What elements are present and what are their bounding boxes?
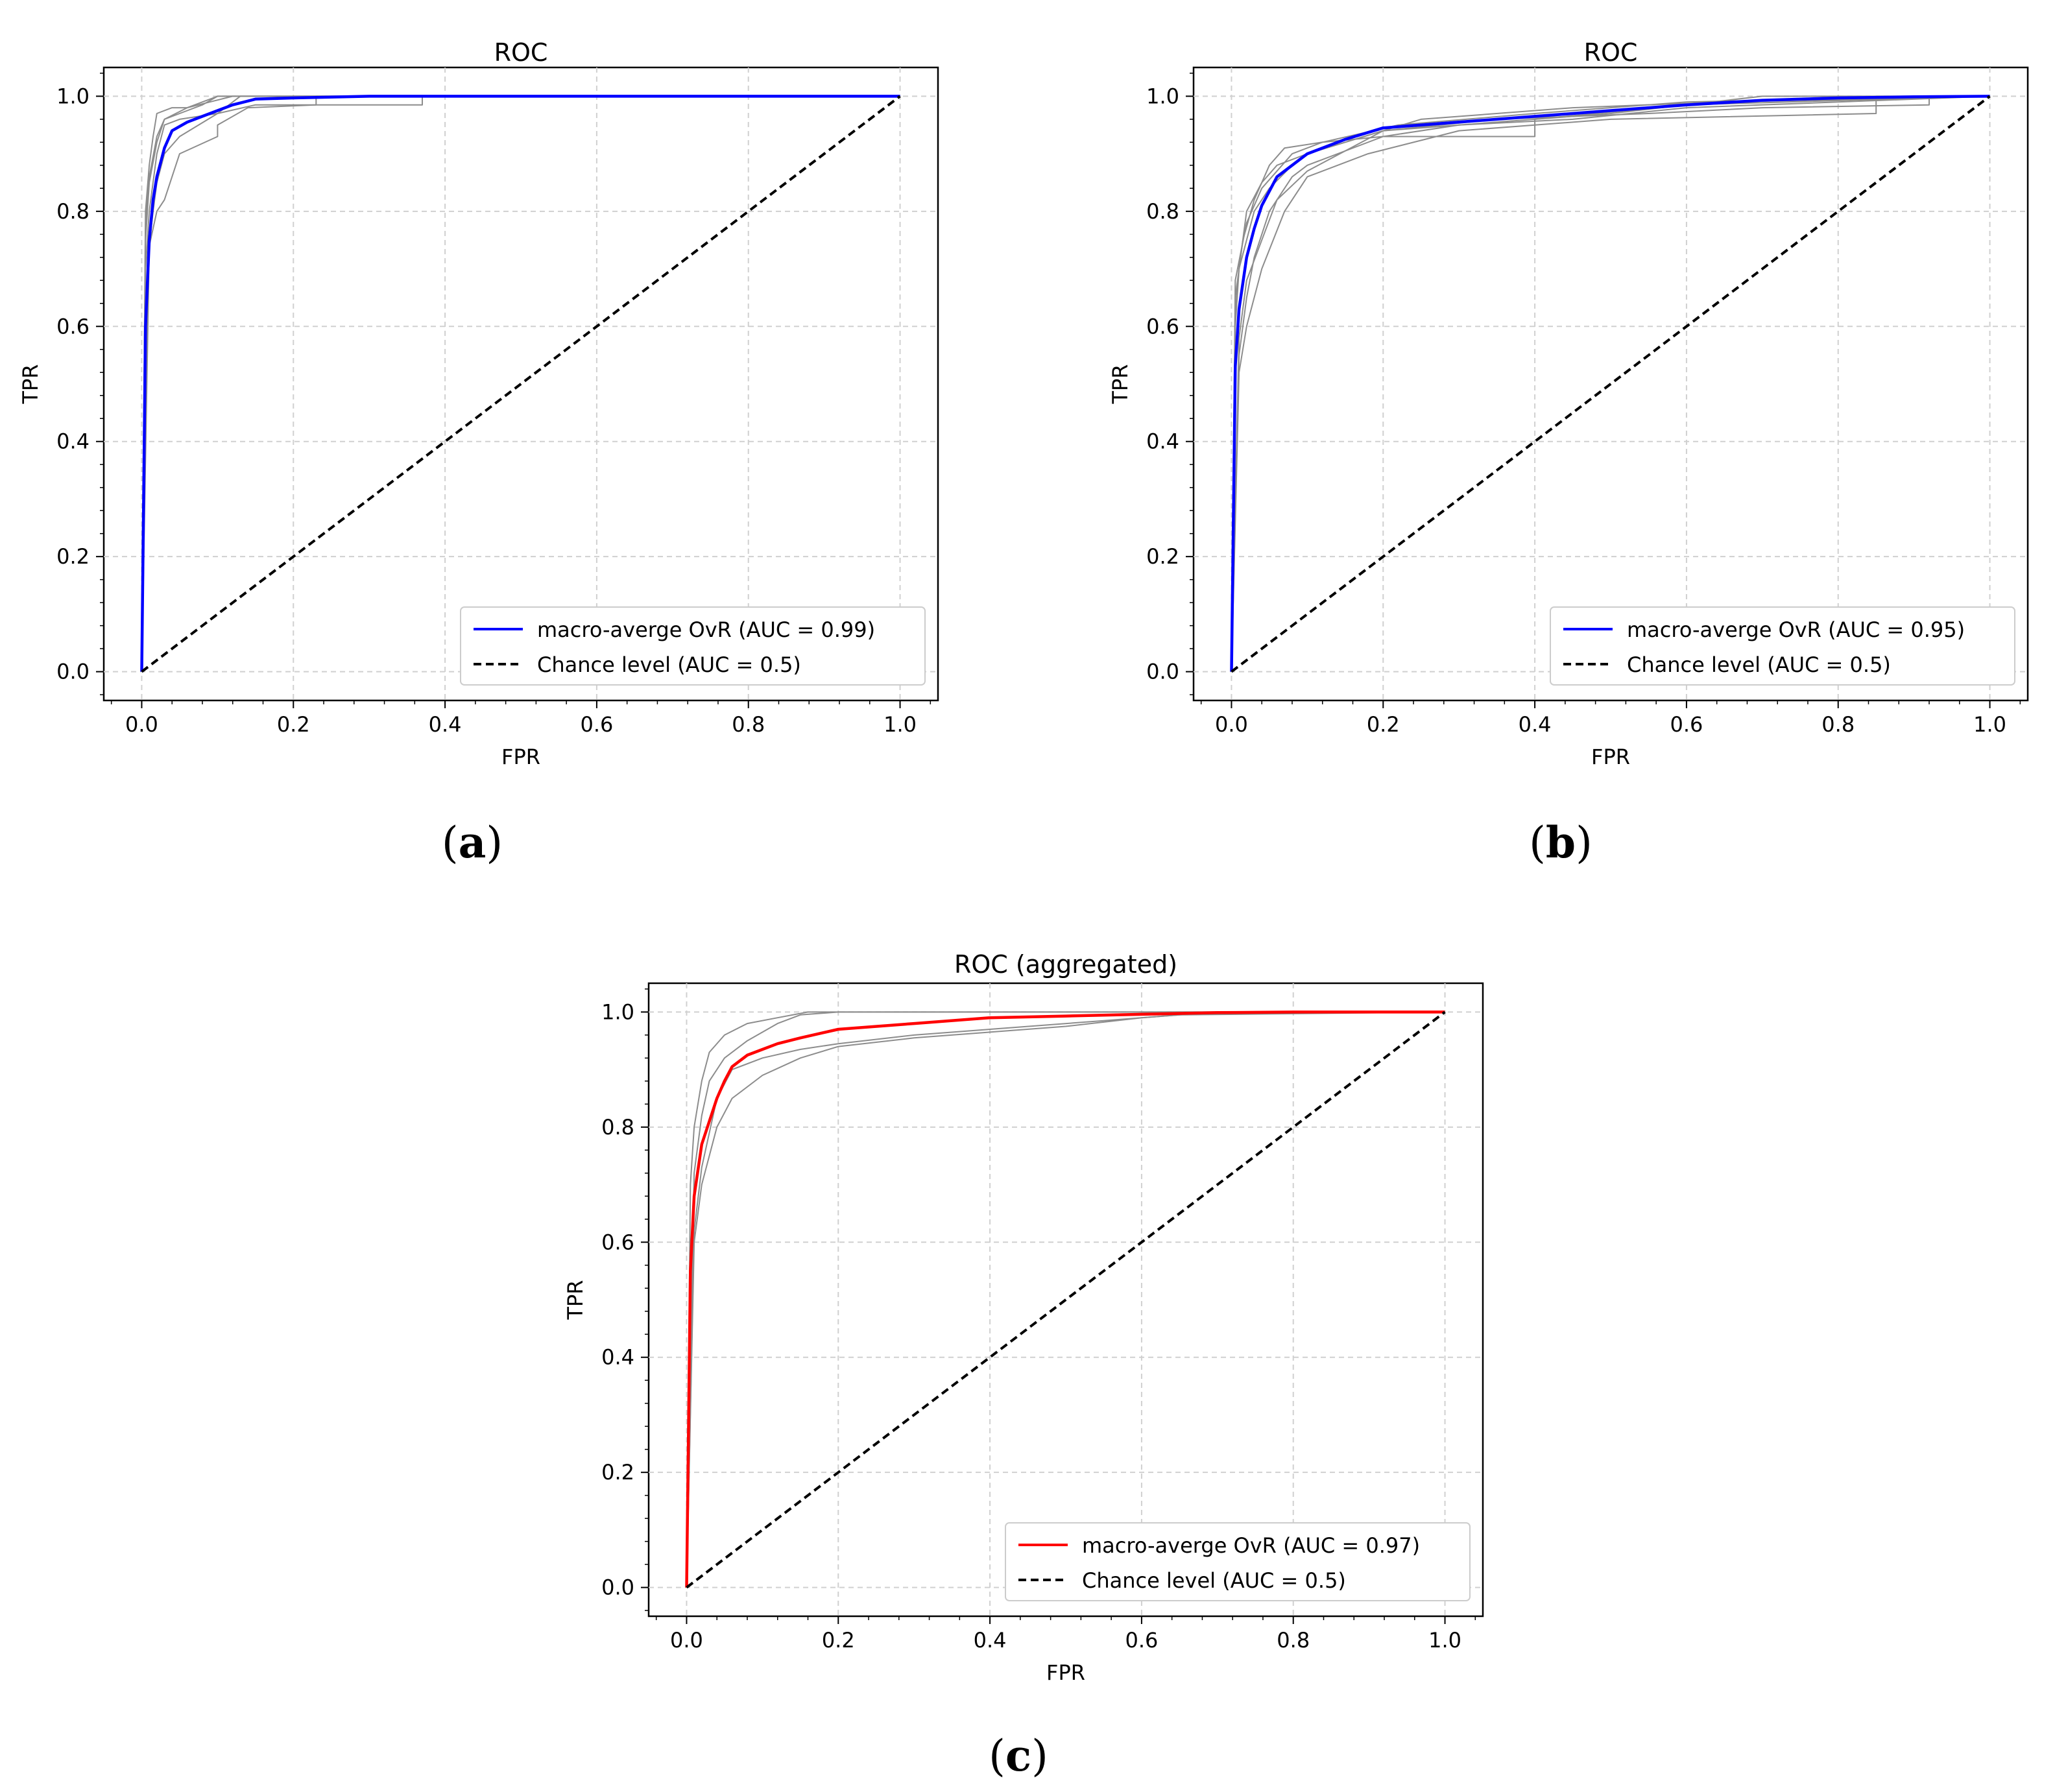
x-tick-label-c: 0.2 xyxy=(822,1628,855,1653)
x-axis-label-a: FPR xyxy=(501,745,540,769)
y-tick-label-a: 0.8 xyxy=(56,199,90,224)
series-curves-b xyxy=(1230,95,1991,673)
y-tick-label-a: 0.0 xyxy=(56,660,90,684)
macro-average-roc-curve-b xyxy=(1230,95,1990,672)
panel-c: 0.0 0.2 0.4 0.6 0.8 1.0 0.0 0.2 0.4 0.6 0.8 1.0 ROC… xyxy=(563,950,1484,1781)
y-tick-label-a: 0.6 xyxy=(56,314,90,339)
x-tick-label-a: 0.0 xyxy=(125,712,158,737)
y-tick-label-b: 0.4 xyxy=(1146,429,1179,454)
background-roc-curve-b-6 xyxy=(1231,95,1990,672)
chance-level-line-b xyxy=(1231,95,1991,673)
axis-ticks-c: 0.0 0.2 0.4 0.6 0.8 1.0 0.0 0.2 0.4 0.6 0.8 1.0 xyxy=(601,988,1476,1653)
x-tick-label-a: 0.4 xyxy=(429,712,462,737)
legend-label-chance-b: Chance level (AUC = 0.5) xyxy=(1627,652,1891,677)
y-tick-label-b: 0.6 xyxy=(1146,314,1179,339)
y-tick-label-c: 0.2 xyxy=(601,1460,634,1485)
x-tick-label-a: 0.6 xyxy=(580,712,613,737)
caption-letter-a: a xyxy=(459,817,487,868)
y-tick-label-a: 0.4 xyxy=(56,429,90,454)
background-roc-curve-c-4 xyxy=(686,1011,1445,1588)
legend-b: macro-averge OvR (AUC = 0.95) Chance lev… xyxy=(1550,606,2015,686)
y-axis-label-c: TPR xyxy=(563,1280,588,1320)
y-tick-label-b: 0.0 xyxy=(1146,660,1179,684)
legend-c: macro-averge OvR (AUC = 0.97) Chance lev… xyxy=(1005,1522,1471,1601)
x-tick-label-c: 0.8 xyxy=(1277,1628,1310,1653)
caption-letter-c: c xyxy=(1005,1730,1031,1781)
background-roc-curve-a-2 xyxy=(141,95,900,672)
y-tick-label-c: 0.4 xyxy=(601,1345,634,1370)
x-tick-label-c: 0.4 xyxy=(974,1628,1007,1653)
legend-box-a xyxy=(460,606,926,686)
y-axis-label-a: TPR xyxy=(18,364,43,404)
legend-label-series-b: macro-averge OvR (AUC = 0.95) xyxy=(1627,617,1965,642)
series-curves-c xyxy=(685,1010,1446,1589)
caption-b: (b) xyxy=(1529,817,1592,868)
background-curves-c xyxy=(686,1011,1445,1588)
y-tick-label-c: 0.8 xyxy=(601,1115,634,1140)
chance-level-line-a xyxy=(141,95,901,673)
x-tick-label-a: 0.2 xyxy=(277,712,310,737)
x-tick-label-b: 0.8 xyxy=(1821,712,1855,737)
chart-title-c: ROC (aggregated) xyxy=(954,950,1177,979)
x-axis-label-b: FPR xyxy=(1591,745,1630,769)
axis-ticks-b: 0.0 0.2 0.4 0.6 0.8 1.0 0.0 0.2 0.4 0.6 0.8 1.0 xyxy=(1146,73,2021,737)
legend-label-chance-c: Chance level (AUC = 0.5) xyxy=(1082,1568,1346,1593)
x-tick-label-a: 1.0 xyxy=(883,712,917,737)
grid-lines-b xyxy=(1194,67,2028,700)
legend-label-series-a: macro-averge OvR (AUC = 0.99) xyxy=(537,617,875,642)
legend-label-series-c: macro-averge OvR (AUC = 0.97) xyxy=(1082,1533,1420,1558)
x-tick-label-b: 0.4 xyxy=(1519,712,1552,737)
background-roc-curve-c-2 xyxy=(686,1011,1445,1588)
y-tick-label-b: 0.2 xyxy=(1146,544,1179,569)
y-tick-label-b: 1.0 xyxy=(1146,84,1179,108)
panel-b: 0.0 0.2 0.4 0.6 0.8 1.0 0.0 0.2 0.4 0.6 0.8 1.0 ROC… xyxy=(1108,38,2029,868)
legend-box-b xyxy=(1550,606,2015,686)
caption-a: (a) xyxy=(442,817,503,868)
background-curves-b xyxy=(1231,95,1990,672)
macro-average-roc-curve-c xyxy=(685,1010,1445,1588)
legend-a: macro-averge OvR (AUC = 0.99) Chance lev… xyxy=(460,606,926,686)
x-tick-label-c: 0.0 xyxy=(670,1628,703,1653)
macro-average-roc-curve-a xyxy=(140,95,900,672)
y-tick-label-a: 0.2 xyxy=(56,544,90,569)
caption-c: (c) xyxy=(989,1730,1048,1781)
x-tick-label-b: 0.0 xyxy=(1215,712,1248,737)
y-tick-label-b: 0.8 xyxy=(1146,199,1179,224)
x-tick-label-c: 0.6 xyxy=(1125,1628,1158,1653)
caption-letter-b: b xyxy=(1546,817,1576,868)
y-tick-label-c: 1.0 xyxy=(601,999,634,1024)
y-tick-label-a: 1.0 xyxy=(56,84,90,108)
chart-title-a: ROC xyxy=(494,38,548,67)
axis-ticks-a: 0.0 0.2 0.4 0.6 0.8 1.0 0.0 0.2 0.4 0.6 0.8 1.0 xyxy=(56,73,931,737)
x-tick-label-b: 0.2 xyxy=(1367,712,1400,737)
background-roc-curve-b-2 xyxy=(1231,95,1990,672)
panel-a: 0.0 0.2 0.4 0.6 0.8 1.0 0.0 0.2 0.4 0.6 0.8 1.0 ROC… xyxy=(18,38,939,868)
series-curves-a xyxy=(140,95,901,673)
background-roc-curve-a-5 xyxy=(141,95,900,672)
x-tick-label-b: 1.0 xyxy=(1973,712,2006,737)
chance-level-line-c xyxy=(686,1010,1446,1589)
x-tick-label-b: 0.6 xyxy=(1670,712,1703,737)
x-axis-label-c: FPR xyxy=(1046,1660,1085,1685)
y-tick-label-c: 0.6 xyxy=(601,1230,634,1254)
legend-box-c xyxy=(1005,1522,1471,1601)
x-tick-label-c: 1.0 xyxy=(1428,1628,1461,1653)
y-tick-label-c: 0.0 xyxy=(601,1575,634,1600)
background-roc-curve-a-6 xyxy=(141,95,900,672)
background-roc-curve-a-4 xyxy=(141,95,900,672)
legend-label-chance-a: Chance level (AUC = 0.5) xyxy=(537,652,801,677)
y-axis-label-b: TPR xyxy=(1108,364,1133,404)
chart-title-b: ROC xyxy=(1584,38,1638,67)
x-tick-label-a: 0.8 xyxy=(732,712,765,737)
